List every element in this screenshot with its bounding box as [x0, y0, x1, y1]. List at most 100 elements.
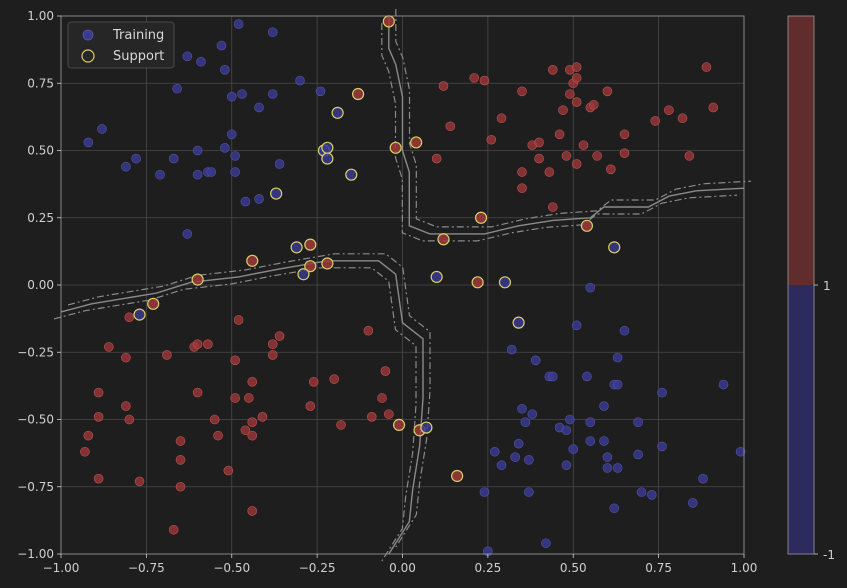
- training-point-pos-43: [162, 350, 172, 360]
- decision-boundary-upper-margin-a: [395, 9, 752, 228]
- training-point-neg-20: [230, 151, 240, 161]
- support-vector-17: [331, 106, 344, 119]
- support-vector-19: [321, 141, 334, 154]
- support-vector-16: [451, 469, 464, 483]
- training-point-neg-67: [633, 449, 643, 460]
- x-tick-label-7: 0.75: [645, 561, 672, 575]
- support-vector-25: [430, 270, 443, 284]
- support-vector-1: [352, 87, 365, 101]
- training-point-neg-1: [267, 27, 278, 37]
- support-vector-6: [437, 233, 450, 246]
- training-point-neg-60: [510, 452, 520, 462]
- training-point-neg-50: [561, 425, 572, 436]
- training-point-pos-26: [578, 140, 589, 150]
- training-point-pos-35: [517, 167, 527, 177]
- training-point-neg-7: [172, 83, 182, 94]
- support-vector-13: [147, 297, 160, 310]
- training-point-neg-27: [230, 167, 240, 177]
- training-point-neg-19: [168, 153, 179, 164]
- training-point-pos-8: [571, 73, 582, 83]
- training-point-pos-53: [192, 387, 203, 398]
- x-axis-ticks: −1.00 −0.75 −0.50 −0.25 0.00 0.25 0.50 0.75 1.00: [43, 554, 757, 575]
- training-point-neg-15: [226, 129, 237, 140]
- y-axis-ticks: −1.00 −0.75 −0.50 −0.25 0.00 0.25 0.50 0.75 1.00: [17, 9, 61, 561]
- x-tick-label-2: −0.50: [213, 561, 250, 575]
- support-vector-4: [474, 211, 488, 224]
- support-vector-0: [382, 15, 395, 28]
- support-vector-29: [512, 316, 525, 329]
- training-point-pos-66: [384, 409, 394, 419]
- training-point-pos-74: [240, 425, 251, 436]
- training-point-pos-21: [445, 121, 456, 132]
- decision-boundaries: [53, 9, 752, 562]
- training-point-pos-25: [554, 129, 565, 140]
- training-point-pos-78: [175, 455, 186, 465]
- training-point-pos-60: [93, 412, 104, 422]
- training-point-neg-73: [687, 498, 698, 508]
- training-point-pos-64: [257, 412, 268, 422]
- training-point-neg-9: [267, 89, 278, 99]
- training-point-pos-50: [267, 350, 278, 360]
- legend-support-marker: [81, 49, 95, 63]
- training-point-neg-22: [121, 161, 131, 172]
- colorbar-segment-negative: [788, 285, 814, 554]
- support-vector-24: [297, 268, 310, 281]
- support-vector-30: [420, 421, 433, 434]
- y-tick-label-4: 0.00: [27, 278, 54, 292]
- x-tick-label-6: 0.50: [560, 561, 587, 575]
- y-tick-label-8: 1.00: [27, 9, 54, 23]
- training-point-neg-35: [530, 355, 541, 366]
- training-point-neg-47: [565, 414, 575, 425]
- training-point-pos-52: [363, 325, 374, 336]
- training-point-pos-40: [124, 312, 135, 323]
- training-point-neg-31: [585, 282, 596, 293]
- training-point-neg-0: [233, 19, 244, 29]
- training-point-neg-62: [496, 460, 507, 471]
- x-tick-label-1: −0.75: [128, 561, 165, 575]
- training-point-neg-63: [561, 460, 572, 471]
- training-point-pos-75: [247, 430, 258, 441]
- legend: Training Support: [67, 21, 175, 69]
- training-point-pos-48: [274, 331, 285, 341]
- training-point-neg-65: [602, 463, 613, 473]
- training-point-neg-53: [513, 438, 524, 449]
- support-vector-12: [471, 276, 484, 289]
- training-point-neg-38: [547, 371, 558, 382]
- y-tick-label-1: −0.75: [17, 480, 54, 494]
- training-point-pos-27: [619, 129, 630, 140]
- training-point-neg-70: [524, 487, 534, 497]
- training-point-neg-69: [479, 487, 490, 497]
- training-point-pos-61: [230, 393, 240, 403]
- training-point-pos-82: [175, 481, 186, 492]
- training-point-pos-30: [561, 151, 572, 161]
- training-point-neg-21: [274, 159, 285, 169]
- x-tick-label-5: 0.25: [475, 561, 502, 575]
- training-point-neg-44: [599, 401, 609, 411]
- training-point-neg-43: [657, 387, 667, 398]
- training-point-neg-10: [315, 86, 326, 97]
- training-point-pos-39: [547, 202, 558, 212]
- training-point-pos-56: [308, 377, 319, 387]
- training-point-neg-4: [216, 40, 227, 51]
- training-point-neg-41: [612, 379, 623, 390]
- training-point-neg-52: [633, 417, 643, 427]
- support-vector-7: [304, 238, 317, 251]
- training-point-pos-70: [336, 420, 346, 430]
- support-vector-27: [608, 241, 621, 254]
- training-point-pos-59: [121, 401, 131, 411]
- training-point-pos-65: [366, 412, 377, 422]
- training-point-pos-10: [565, 89, 575, 99]
- training-point-neg-23: [155, 169, 165, 180]
- training-point-pos-72: [83, 430, 94, 441]
- training-point-pos-18: [708, 102, 719, 113]
- training-point-pos-20: [496, 113, 507, 124]
- training-point-neg-18: [131, 153, 141, 164]
- training-point-neg-12: [254, 102, 264, 113]
- support-vector-3: [389, 141, 402, 154]
- training-point-pos-57: [329, 374, 340, 384]
- training-point-neg-57: [657, 441, 667, 452]
- y-tick-label-0: −1.00: [17, 547, 54, 561]
- training-point-neg-42: [718, 379, 729, 390]
- scatter-points: [80, 15, 746, 557]
- training-point-neg-58: [735, 446, 746, 457]
